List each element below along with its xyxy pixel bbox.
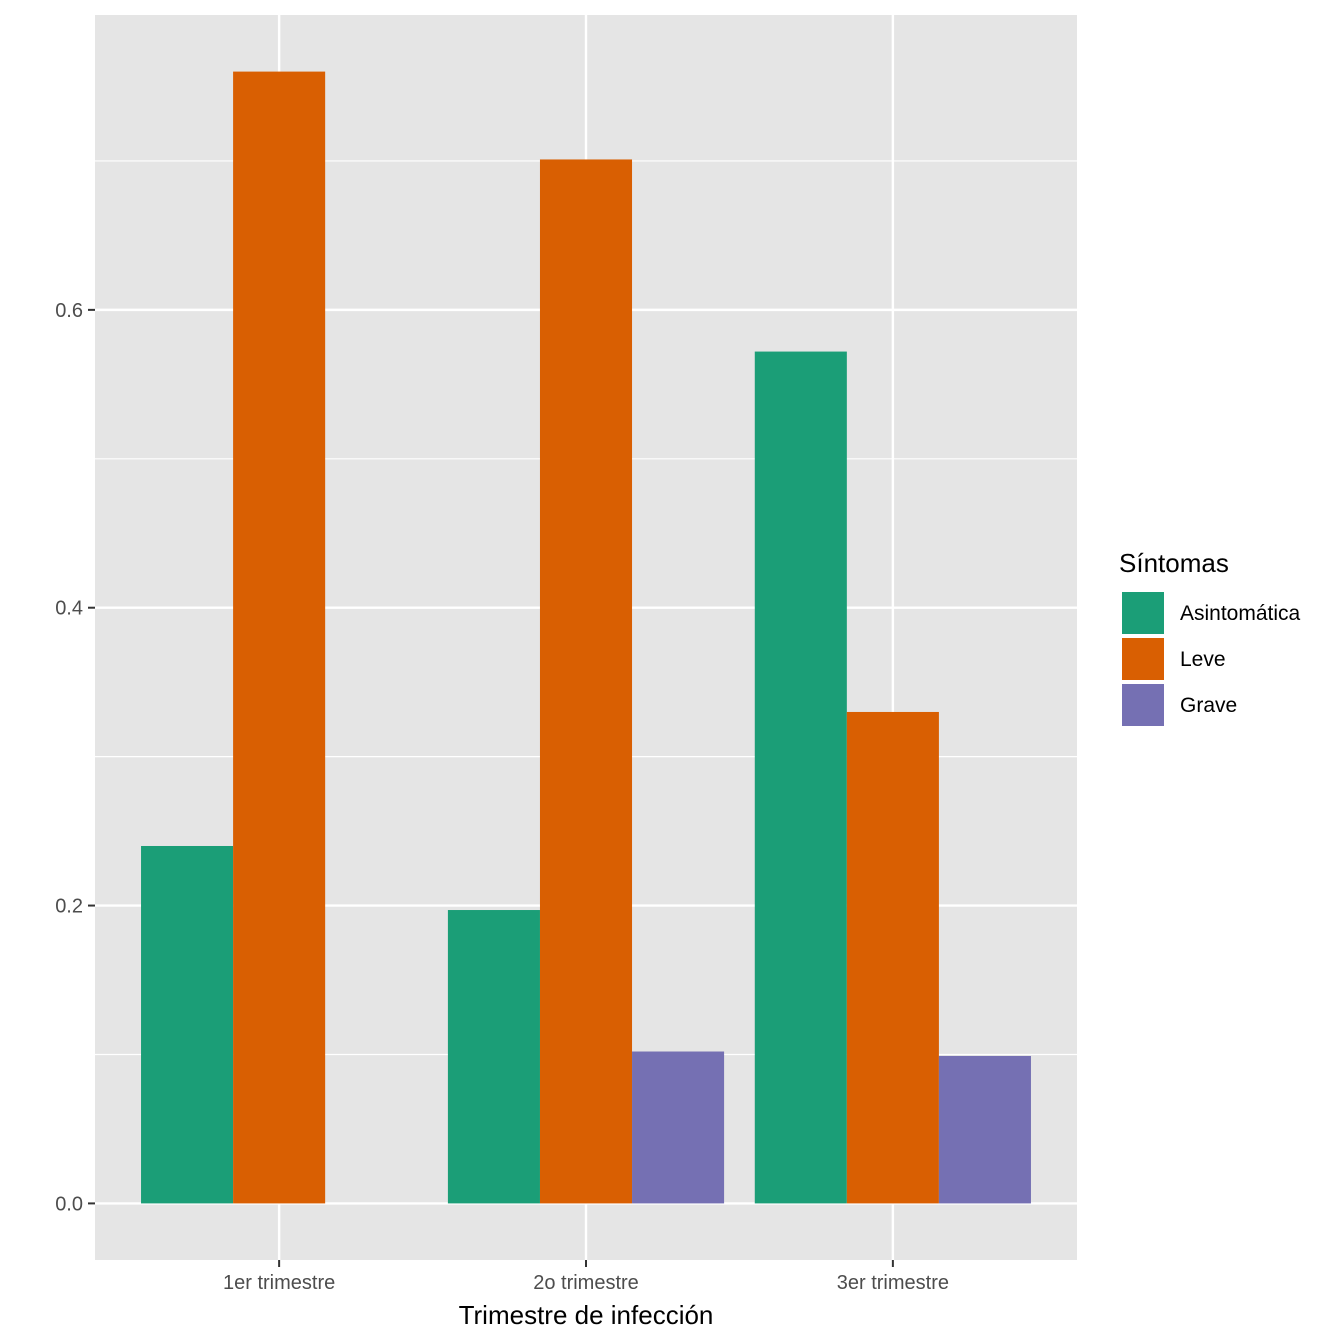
- legend: Síntomas Asintomática Leve Grave: [1119, 548, 1301, 728]
- x-axis: 1er trimestre 2o trimestre 3er trimestre: [223, 1260, 949, 1294]
- x-tick-label: 2o trimestre: [533, 1272, 639, 1294]
- bar-grave: [632, 1051, 725, 1204]
- x-axis-title: Trimestre de infección: [459, 1300, 714, 1330]
- bar-asintomática: [141, 845, 234, 1204]
- x-tick-label: 1er trimestre: [223, 1272, 335, 1294]
- y-tick-label: 0.4: [55, 598, 83, 620]
- bar-leve: [233, 71, 326, 1204]
- legend-key: [1120, 682, 1166, 728]
- y-tick-label: 0.2: [55, 896, 83, 918]
- bar-leve: [846, 711, 939, 1204]
- legend-label: Leve: [1180, 648, 1226, 671]
- y-axis: 0.0 0.2 0.4 0.6: [55, 300, 95, 1215]
- bars: [141, 71, 1031, 1204]
- bar-asintomática: [447, 910, 540, 1204]
- y-tick-label: 0.6: [55, 300, 83, 322]
- legend-label: Grave: [1180, 694, 1237, 717]
- bar-asintomática: [754, 351, 847, 1204]
- y-tick-label: 0.0: [55, 1193, 83, 1215]
- bar-grave: [938, 1055, 1031, 1204]
- legend-key: [1120, 636, 1166, 682]
- legend-key: [1120, 590, 1166, 636]
- legend-title: Síntomas: [1119, 548, 1229, 578]
- x-tick-label: 3er trimestre: [837, 1272, 949, 1294]
- legend-label: Asintomática: [1180, 602, 1301, 625]
- bar-leve: [539, 159, 633, 1204]
